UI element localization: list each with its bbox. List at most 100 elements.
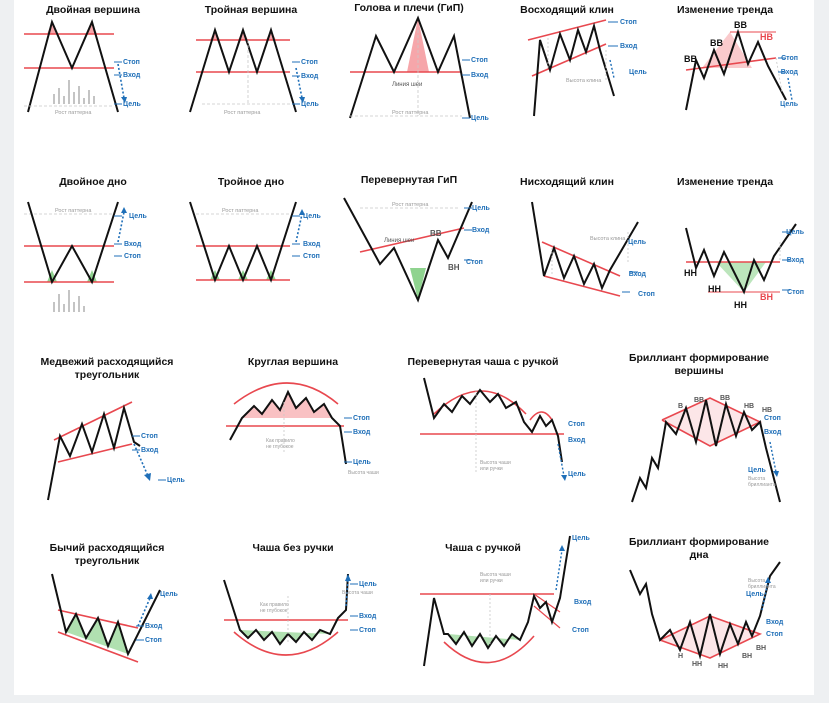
wedge-height-label: Высота клина <box>566 78 602 84</box>
triple-top-diagram: Стоп Вход Цель Рост паттерна <box>189 26 320 116</box>
diamond-height-label-2: бриллианта <box>748 482 776 488</box>
nn-label: НН <box>708 284 721 294</box>
cup-handle-diagram: Цель Вход Стоп Высота чаши или ручки <box>420 535 592 667</box>
pattern-cup-handle: Чаша с ручкой Цель Вход Стоп Высота чаши… <box>404 535 592 706</box>
pattern-cup-no-handle: Чаша без ручки Цель Вход Стоп Как правил… <box>214 536 378 706</box>
pattern-title: Перевернутая ГиП <box>360 174 458 186</box>
vn-label: ВН <box>760 292 773 302</box>
pattern-title: Восходящий клин <box>520 4 614 16</box>
target-label: Цель <box>748 467 767 474</box>
stop-label: Стоп <box>123 59 140 66</box>
double-top-diagram: Стоп Вход Цель Рост паттерна <box>24 18 142 116</box>
target-label: Цель <box>303 213 322 220</box>
wedge-height-label: Высота клина <box>590 236 626 242</box>
cup-height-label: Высота чаши <box>480 460 511 466</box>
vn-label: ВН <box>756 645 766 652</box>
pattern-growth-label: Рост паттерна <box>392 202 429 208</box>
pattern-title: Двойная вершина <box>46 4 140 16</box>
bb-label: ВВ <box>684 54 697 64</box>
stop-label: Стоп <box>572 627 589 634</box>
pattern-double-top: Двойная вершина Стоп Вход Цель Рост патт… <box>14 0 172 170</box>
target-label: Цель <box>786 229 805 236</box>
nv-label: НВ <box>760 32 773 42</box>
stop-label: Стоп <box>353 415 370 422</box>
diamond-top-diagram: Стоп Вход Цель Высота бриллианта В ВВ ВВ… <box>631 395 782 503</box>
rise-label-2: не глубокое <box>260 608 288 614</box>
pattern-title: Тройное дно <box>217 176 285 188</box>
pattern-title: Изменение тренда <box>676 4 774 16</box>
pattern-growth-label: Рост паттерна <box>222 208 259 214</box>
cup-no-handle-diagram: Цель Вход Стоп Как правило не глубокое В… <box>223 573 378 656</box>
pattern-title: Круглая вершина <box>247 356 339 368</box>
target-label: Цель <box>628 239 647 246</box>
v-label: В <box>678 403 683 410</box>
rise-label: Как правило <box>260 602 289 608</box>
pattern-title: Бычий расходящийся треугольник <box>49 542 165 567</box>
neckline-label: Линия шеи <box>392 82 422 88</box>
pattern-growth-label: Рост паттерна <box>392 110 429 116</box>
nv-label: НВ <box>762 407 772 414</box>
pattern-title: Медвежий расходящийся треугольник <box>40 356 174 381</box>
entry-label: Вход <box>124 241 142 248</box>
entry-label: Вход <box>629 271 647 278</box>
target-label: Цель <box>629 69 648 76</box>
target-label: Цель <box>780 101 799 108</box>
pattern-title: Голова и плечи (ГиП) <box>354 2 464 14</box>
target-label: Цель <box>167 477 186 484</box>
diamond-height-label: Высота <box>748 476 765 482</box>
bb-label: ВВ <box>430 229 442 238</box>
target-label: Цель <box>472 205 491 212</box>
entry-label: Вход <box>301 73 319 80</box>
pattern-double-bottom: Двойное дно Цель Вход Стоп Рост паттерна <box>14 172 172 342</box>
pattern-inverse-head-shoulders: Перевернутая ГиП Цель Вход Стоп Линия ше… <box>330 172 491 342</box>
entry-label: Вход <box>303 241 321 248</box>
double-bottom-diagram: Цель Вход Стоп Рост паттерна <box>24 201 148 312</box>
target-label: Цель <box>471 115 490 122</box>
pattern-triple-bottom: Тройное дно Цель Вход Стоп Рост паттерна <box>172 172 330 342</box>
inverted-cup-handle-diagram: Стоп Вход Цель Высота чаши или ручки <box>420 377 587 481</box>
entry-label: Вход <box>574 599 592 606</box>
stop-label: Стоп <box>764 415 781 422</box>
pattern-growth-label: Рост паттерна <box>55 208 92 214</box>
pattern-title: Чаша с ручкой <box>445 542 521 554</box>
bb-label: ВВ <box>734 20 747 30</box>
stop-label: Стоп <box>301 59 318 66</box>
bear-broadening-diagram: Стоп Вход Цель <box>47 401 186 501</box>
pattern-title: Перевернутая чаша с ручкой <box>407 356 559 368</box>
stop-label: Стоп <box>141 433 158 440</box>
pattern-growth-label: Рост паттерна <box>224 110 261 116</box>
cup-height-label-2: или ручки <box>480 466 503 472</box>
pattern-growth-label: Рост паттерна <box>55 110 92 116</box>
rise-label-2: не глубокое <box>266 444 294 450</box>
diamond-bottom-diagram: Цель Вход Стоп Высота бриллианта Н НН НН… <box>629 561 784 670</box>
nv-label: НВ <box>744 403 754 410</box>
pattern-title: Бриллиант формирование дна <box>628 536 770 561</box>
target-label: Цель <box>746 591 765 598</box>
pattern-title: Чаша без ручки <box>252 542 334 554</box>
entry-label: Вход <box>568 437 586 444</box>
bull-broadening-diagram: Цель Вход Стоп <box>51 573 179 663</box>
entry-label: Вход <box>787 257 805 264</box>
stop-label: Стоп <box>466 259 483 266</box>
stop-label: Стоп <box>638 291 655 298</box>
target-label: Цель <box>160 591 179 598</box>
neckline-label: Линия шеи <box>384 238 414 244</box>
stop-label: Стоп <box>303 253 320 260</box>
stop-label: Стоп <box>471 57 488 64</box>
trend-change-top-diagram: Стоп Вход Цель ВВ ВВ ВВ НВ <box>684 20 799 111</box>
bb-label: ВВ <box>710 38 723 48</box>
inverse-head-shoulders-diagram: Цель Вход Стоп Линия шеи ВВ ВН Рост патт… <box>343 197 491 303</box>
rounding-top-diagram: Стоп Вход Цель Как правило не глубокое В… <box>226 382 379 476</box>
pattern-bear-broadening: Медвежий расходящийся треугольник Стоп В… <box>28 352 186 522</box>
nn-label: НН <box>734 300 747 310</box>
pattern-diamond-bottom: Бриллиант формирование дна Цель Вход Сто… <box>620 536 784 706</box>
bb-label: ВВ <box>694 397 704 404</box>
diamond-height-label-2: бриллианта <box>748 584 776 590</box>
nn-label: НН <box>718 663 728 670</box>
bb-label: ВВ <box>720 395 730 402</box>
pattern-inverted-cup-handle: Перевернутая чаша с ручкой Стоп Вход Цел… <box>404 352 587 522</box>
target-label: Цель <box>353 459 372 466</box>
stop-label: Стоп <box>787 289 804 296</box>
entry-label: Вход <box>141 447 159 454</box>
